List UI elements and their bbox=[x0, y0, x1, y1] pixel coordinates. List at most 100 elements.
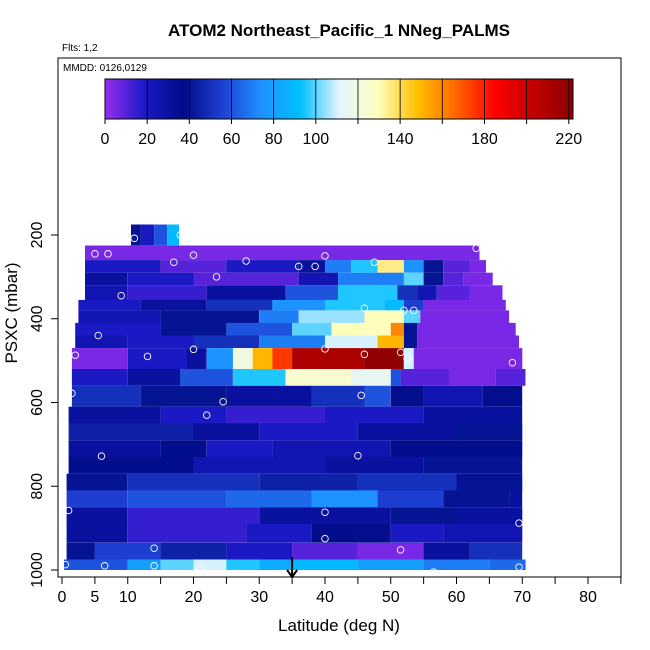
heatmap-cell bbox=[417, 285, 437, 300]
heatmap-cell bbox=[285, 285, 339, 300]
colorbar-gradient bbox=[104, 78, 574, 120]
heatmap-cell bbox=[325, 456, 424, 474]
heatmap-cell bbox=[127, 473, 260, 491]
heatmap-cell bbox=[423, 272, 444, 286]
heatmap-cell bbox=[226, 406, 325, 424]
heatmap-cell bbox=[193, 272, 299, 286]
heatmap-cell bbox=[160, 440, 207, 457]
sample-point bbox=[357, 391, 365, 400]
heatmap-cell bbox=[338, 272, 404, 286]
y-tick-label: 1000 bbox=[29, 552, 46, 588]
heatmap-cell bbox=[246, 523, 312, 543]
sample-point bbox=[196, 564, 204, 573]
heatmap-cell bbox=[403, 322, 418, 336]
x-tick-label: 80 bbox=[579, 589, 597, 606]
heatmap-cell bbox=[417, 322, 516, 336]
date-note: MMDD: 0126,0129 bbox=[63, 63, 147, 74]
heatmap-cell bbox=[252, 348, 273, 369]
colorbar-tick-label: 0 bbox=[101, 131, 110, 148]
heatmap-cell bbox=[85, 272, 128, 286]
heatmap-cell bbox=[403, 310, 421, 323]
heatmap-cell bbox=[64, 559, 128, 570]
colorbar-tick-label: 100 bbox=[302, 131, 329, 148]
heatmap-cell bbox=[420, 310, 510, 323]
heatmap bbox=[64, 224, 526, 570]
heatmap-cell bbox=[390, 322, 404, 336]
heatmap-cell bbox=[298, 310, 365, 323]
heatmap-cell bbox=[423, 542, 470, 560]
y-axis: 200 400 600 800 1000 bbox=[29, 222, 58, 588]
x-tick-label: 10 bbox=[119, 589, 137, 606]
heatmap-cell bbox=[259, 310, 299, 323]
y-axis-label: PSXC (mbar) bbox=[2, 262, 21, 363]
heatmap-cell bbox=[272, 299, 325, 311]
sample-point bbox=[150, 544, 158, 552]
x-minor-tick-label: 5 bbox=[90, 589, 99, 606]
sample-point bbox=[321, 508, 329, 516]
heatmap-cell bbox=[325, 260, 352, 273]
heatmap-cell bbox=[226, 559, 260, 570]
heatmap-cell bbox=[436, 285, 470, 300]
heatmap-cell bbox=[292, 322, 332, 336]
heatmap-cell bbox=[423, 559, 490, 570]
sample-point bbox=[515, 519, 523, 527]
heatmap-cell bbox=[377, 260, 404, 273]
heatmap-cell bbox=[167, 224, 179, 246]
heatmap-cell bbox=[403, 260, 424, 273]
colorbar-tick-label: 180 bbox=[471, 131, 498, 148]
sample-point bbox=[321, 534, 329, 543]
heatmap-cell bbox=[357, 542, 424, 560]
heatmap-cell bbox=[66, 490, 128, 508]
colorbar-tick-label: 80 bbox=[265, 131, 283, 148]
sample-point bbox=[294, 262, 303, 271]
x-tick-label: 30 bbox=[250, 589, 268, 606]
y-tick-label: 400 bbox=[29, 305, 46, 332]
heatmap-cell bbox=[390, 507, 457, 524]
sample-point bbox=[472, 244, 480, 253]
heatmap-cell bbox=[193, 456, 325, 474]
heatmap-cell bbox=[259, 473, 358, 491]
marker-arrow bbox=[286, 557, 298, 579]
heatmap-cell bbox=[140, 299, 207, 311]
heatmap-cell bbox=[357, 473, 457, 491]
sample-point bbox=[100, 562, 109, 570]
heatmap-cell bbox=[127, 335, 194, 349]
heatmap-cell bbox=[403, 272, 424, 286]
sample-point bbox=[219, 397, 227, 406]
heatmap-cell bbox=[509, 490, 523, 508]
heatmap-cell bbox=[443, 523, 523, 543]
heatmap-cell bbox=[351, 260, 378, 273]
sample-points bbox=[61, 231, 523, 578]
heatmap-cell bbox=[449, 369, 496, 386]
marker-arrow-head bbox=[286, 569, 298, 579]
heatmap-cell bbox=[160, 559, 194, 570]
heatmap-cell bbox=[193, 559, 227, 570]
heatmap-cell bbox=[180, 369, 233, 386]
heatmap-cell bbox=[154, 224, 168, 246]
sample-point bbox=[117, 291, 125, 300]
x-tick-label: 50 bbox=[382, 589, 400, 606]
heatmap-cell bbox=[75, 335, 128, 349]
y-tick-label: 200 bbox=[29, 222, 46, 249]
y-tick-label: 600 bbox=[29, 389, 46, 416]
heatmap-cell bbox=[226, 322, 293, 336]
heatmap-cell bbox=[325, 406, 424, 424]
heatmap-cell bbox=[206, 440, 273, 457]
heatmap-cell bbox=[85, 285, 128, 300]
x-tick-label: 20 bbox=[185, 589, 203, 606]
sample-point bbox=[202, 411, 211, 419]
heatmap-cell bbox=[325, 299, 385, 311]
sample-point bbox=[360, 304, 369, 313]
x-tick-label: 60 bbox=[448, 589, 466, 606]
heatmap-cell bbox=[390, 369, 401, 386]
heatmap-cell bbox=[160, 310, 260, 323]
heatmap-cell bbox=[127, 507, 260, 524]
heatmap-cell bbox=[357, 559, 424, 570]
heatmap-cell bbox=[232, 348, 253, 369]
heatmap-cell bbox=[357, 423, 457, 441]
heatmap-cell bbox=[66, 473, 128, 491]
heatmap-cell bbox=[127, 369, 181, 386]
heatmap-cell bbox=[285, 369, 352, 386]
heatmap-cell bbox=[85, 245, 480, 261]
heatmap-cell bbox=[351, 369, 391, 386]
